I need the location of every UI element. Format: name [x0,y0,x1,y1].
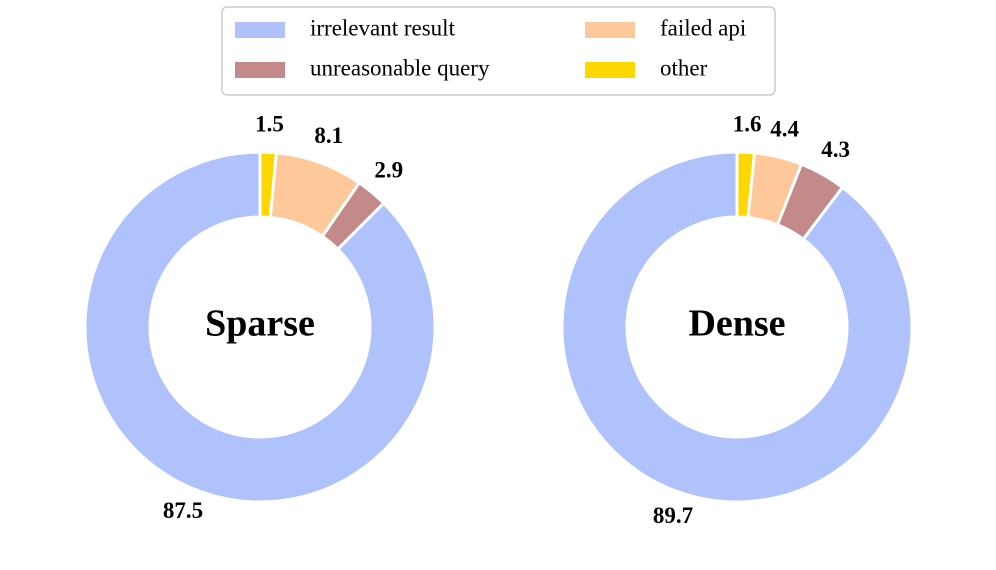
legend-label: failed api [660,15,746,40]
legend-swatch [585,22,635,38]
value-label: 1.5 [255,111,284,136]
legend-label: unreasonable query [310,55,490,80]
donut-wedge [83,150,437,504]
legend-label: irrelevant result [310,15,456,40]
legend-swatch [585,62,635,78]
value-label: 89.7 [653,503,693,528]
legend-label: other [660,55,708,80]
legend-box [221,6,776,96]
value-label: 2.9 [374,158,403,183]
chart-title: Sparse [205,303,315,345]
value-label: 87.5 [163,498,203,523]
value-label: 8.1 [314,123,343,148]
chart-title: Dense [688,303,785,345]
value-label: 4.4 [770,117,799,142]
value-label: 1.6 [733,111,762,136]
value-label: 4.3 [821,137,850,162]
legend-swatch [235,22,285,38]
donut-wedge [560,150,914,504]
legend-swatch [235,62,285,78]
